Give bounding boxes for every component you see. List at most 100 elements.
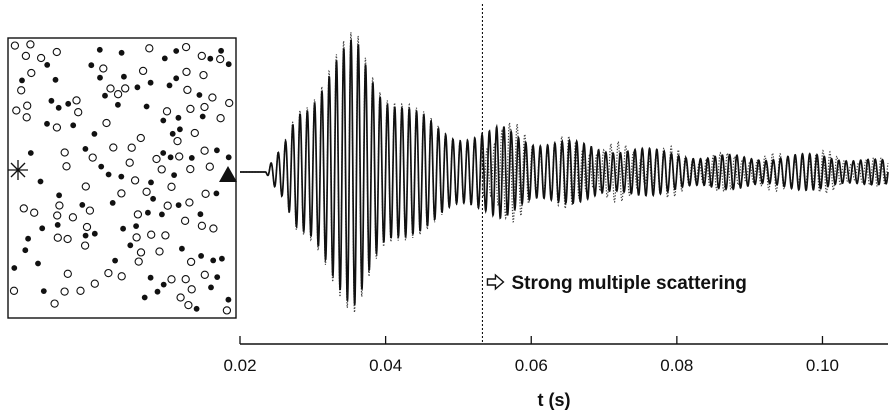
scatterer-filled xyxy=(225,154,232,161)
scatterer-filled xyxy=(48,97,55,104)
scatterer-filled xyxy=(82,232,89,239)
scatterer-open xyxy=(133,210,143,219)
scatterer-open xyxy=(132,233,141,242)
scatterer-open xyxy=(68,213,78,222)
scatterer-open xyxy=(205,162,214,171)
x-tick-label: 0.08 xyxy=(660,356,693,375)
scatterer-open xyxy=(127,143,136,152)
scatterer-filled xyxy=(27,150,34,156)
scatterer-filled xyxy=(44,62,51,68)
scatterer-filled xyxy=(70,122,77,129)
scatterer-filled xyxy=(147,274,154,281)
scatterer-open xyxy=(182,67,191,77)
x-axis-title: t (s) xyxy=(538,390,571,410)
scatterer-open xyxy=(184,300,193,310)
scatterer-open xyxy=(21,51,31,61)
scatterer-open xyxy=(106,84,115,93)
scatterer-open xyxy=(185,198,194,207)
scatterer-open xyxy=(200,146,209,155)
scatterer-open xyxy=(102,118,111,128)
x-tick-label: 0.10 xyxy=(806,356,839,375)
scatterer-filled xyxy=(161,55,168,62)
scatterer-filled xyxy=(109,200,116,206)
scatterer-open xyxy=(10,41,20,50)
scatterer-filled xyxy=(208,284,214,291)
scatterer-open xyxy=(157,165,166,174)
scatterer-filled xyxy=(52,76,59,83)
scatterer-open xyxy=(17,86,26,95)
scatterer-open xyxy=(121,84,130,93)
scatterer-filled xyxy=(91,230,98,237)
scatterer-open xyxy=(181,275,190,284)
scatterer-open xyxy=(216,54,225,64)
receiver-triangle xyxy=(219,166,237,182)
scatterer-filled xyxy=(145,209,151,216)
scatterer-open xyxy=(136,133,145,143)
scatterer-filled xyxy=(19,77,25,84)
scatterer-open xyxy=(183,85,192,95)
scatterer-open xyxy=(176,293,185,302)
scatterer-filled xyxy=(54,222,61,228)
x-tick-label: 0.06 xyxy=(515,356,548,375)
scatterer-open xyxy=(53,211,62,220)
source-asterisk xyxy=(8,160,28,180)
scatterer-open xyxy=(180,216,190,225)
scatterer-filled xyxy=(102,92,108,99)
scatterer-open xyxy=(22,113,31,122)
scatterer-open xyxy=(88,153,97,162)
scatterer-filled xyxy=(65,100,72,107)
scatterer-open xyxy=(113,90,123,99)
scatterer-open xyxy=(27,68,36,78)
waveform-plot: 0.02 0.04 0.06 0.08 0.10 Strong multiple sca… xyxy=(223,4,889,410)
scatterer-filled xyxy=(154,288,161,295)
scatterer-filled xyxy=(79,202,86,208)
scatterer-filled xyxy=(55,104,62,111)
scatterer-open xyxy=(190,128,199,138)
scatterer-open xyxy=(175,152,184,161)
scatterer-open xyxy=(142,187,151,196)
scatterer-filled xyxy=(173,48,180,54)
scatterer-filled xyxy=(134,84,141,91)
scatterer-open xyxy=(161,231,170,240)
scatterer-filled xyxy=(173,75,180,82)
scatterer-open xyxy=(74,108,83,117)
scatterer-filled xyxy=(127,242,134,249)
scatterer-filled xyxy=(169,130,176,137)
scatterer-filled xyxy=(112,257,118,264)
scatterer-open xyxy=(186,257,196,267)
scatterer-open xyxy=(136,248,146,257)
scatterer-filled xyxy=(82,146,89,152)
scatterer-open xyxy=(200,102,209,112)
scatterer-open xyxy=(50,299,59,308)
scatterer-open xyxy=(62,162,71,171)
scatterer-open xyxy=(76,286,85,295)
scatterer-filled xyxy=(118,173,125,180)
x-ticks: 0.02 0.04 0.06 0.08 0.10 xyxy=(223,336,839,375)
scatterer-filled xyxy=(22,247,29,254)
scatterer-open xyxy=(72,96,81,105)
scatterer-filled xyxy=(199,113,206,120)
scatterer-open xyxy=(201,189,210,198)
scatterer-open xyxy=(52,123,62,132)
scatterer-filled xyxy=(121,73,127,80)
scatterer-open xyxy=(12,106,21,115)
scatterer-open xyxy=(162,107,172,116)
scatterer-filled xyxy=(214,274,221,280)
scatterer-filled xyxy=(115,101,121,108)
scatterer-filled xyxy=(150,195,157,202)
scatterer-open xyxy=(80,241,90,250)
scatterer-open xyxy=(200,270,209,279)
scatterer-filled xyxy=(197,211,204,218)
scatterer-open xyxy=(63,234,72,244)
scatterer-open xyxy=(163,201,172,210)
scatterer-filled xyxy=(105,171,112,178)
scatterer-filled xyxy=(196,92,203,98)
scatterer-open xyxy=(90,279,99,288)
scatterer-filled xyxy=(37,178,44,185)
scatterer-filled xyxy=(56,192,62,199)
scatterer-filled xyxy=(39,225,46,232)
scatterer-filled xyxy=(225,296,232,303)
series-solid xyxy=(240,39,889,306)
medium-panel xyxy=(7,37,237,319)
scatterers xyxy=(9,40,234,315)
